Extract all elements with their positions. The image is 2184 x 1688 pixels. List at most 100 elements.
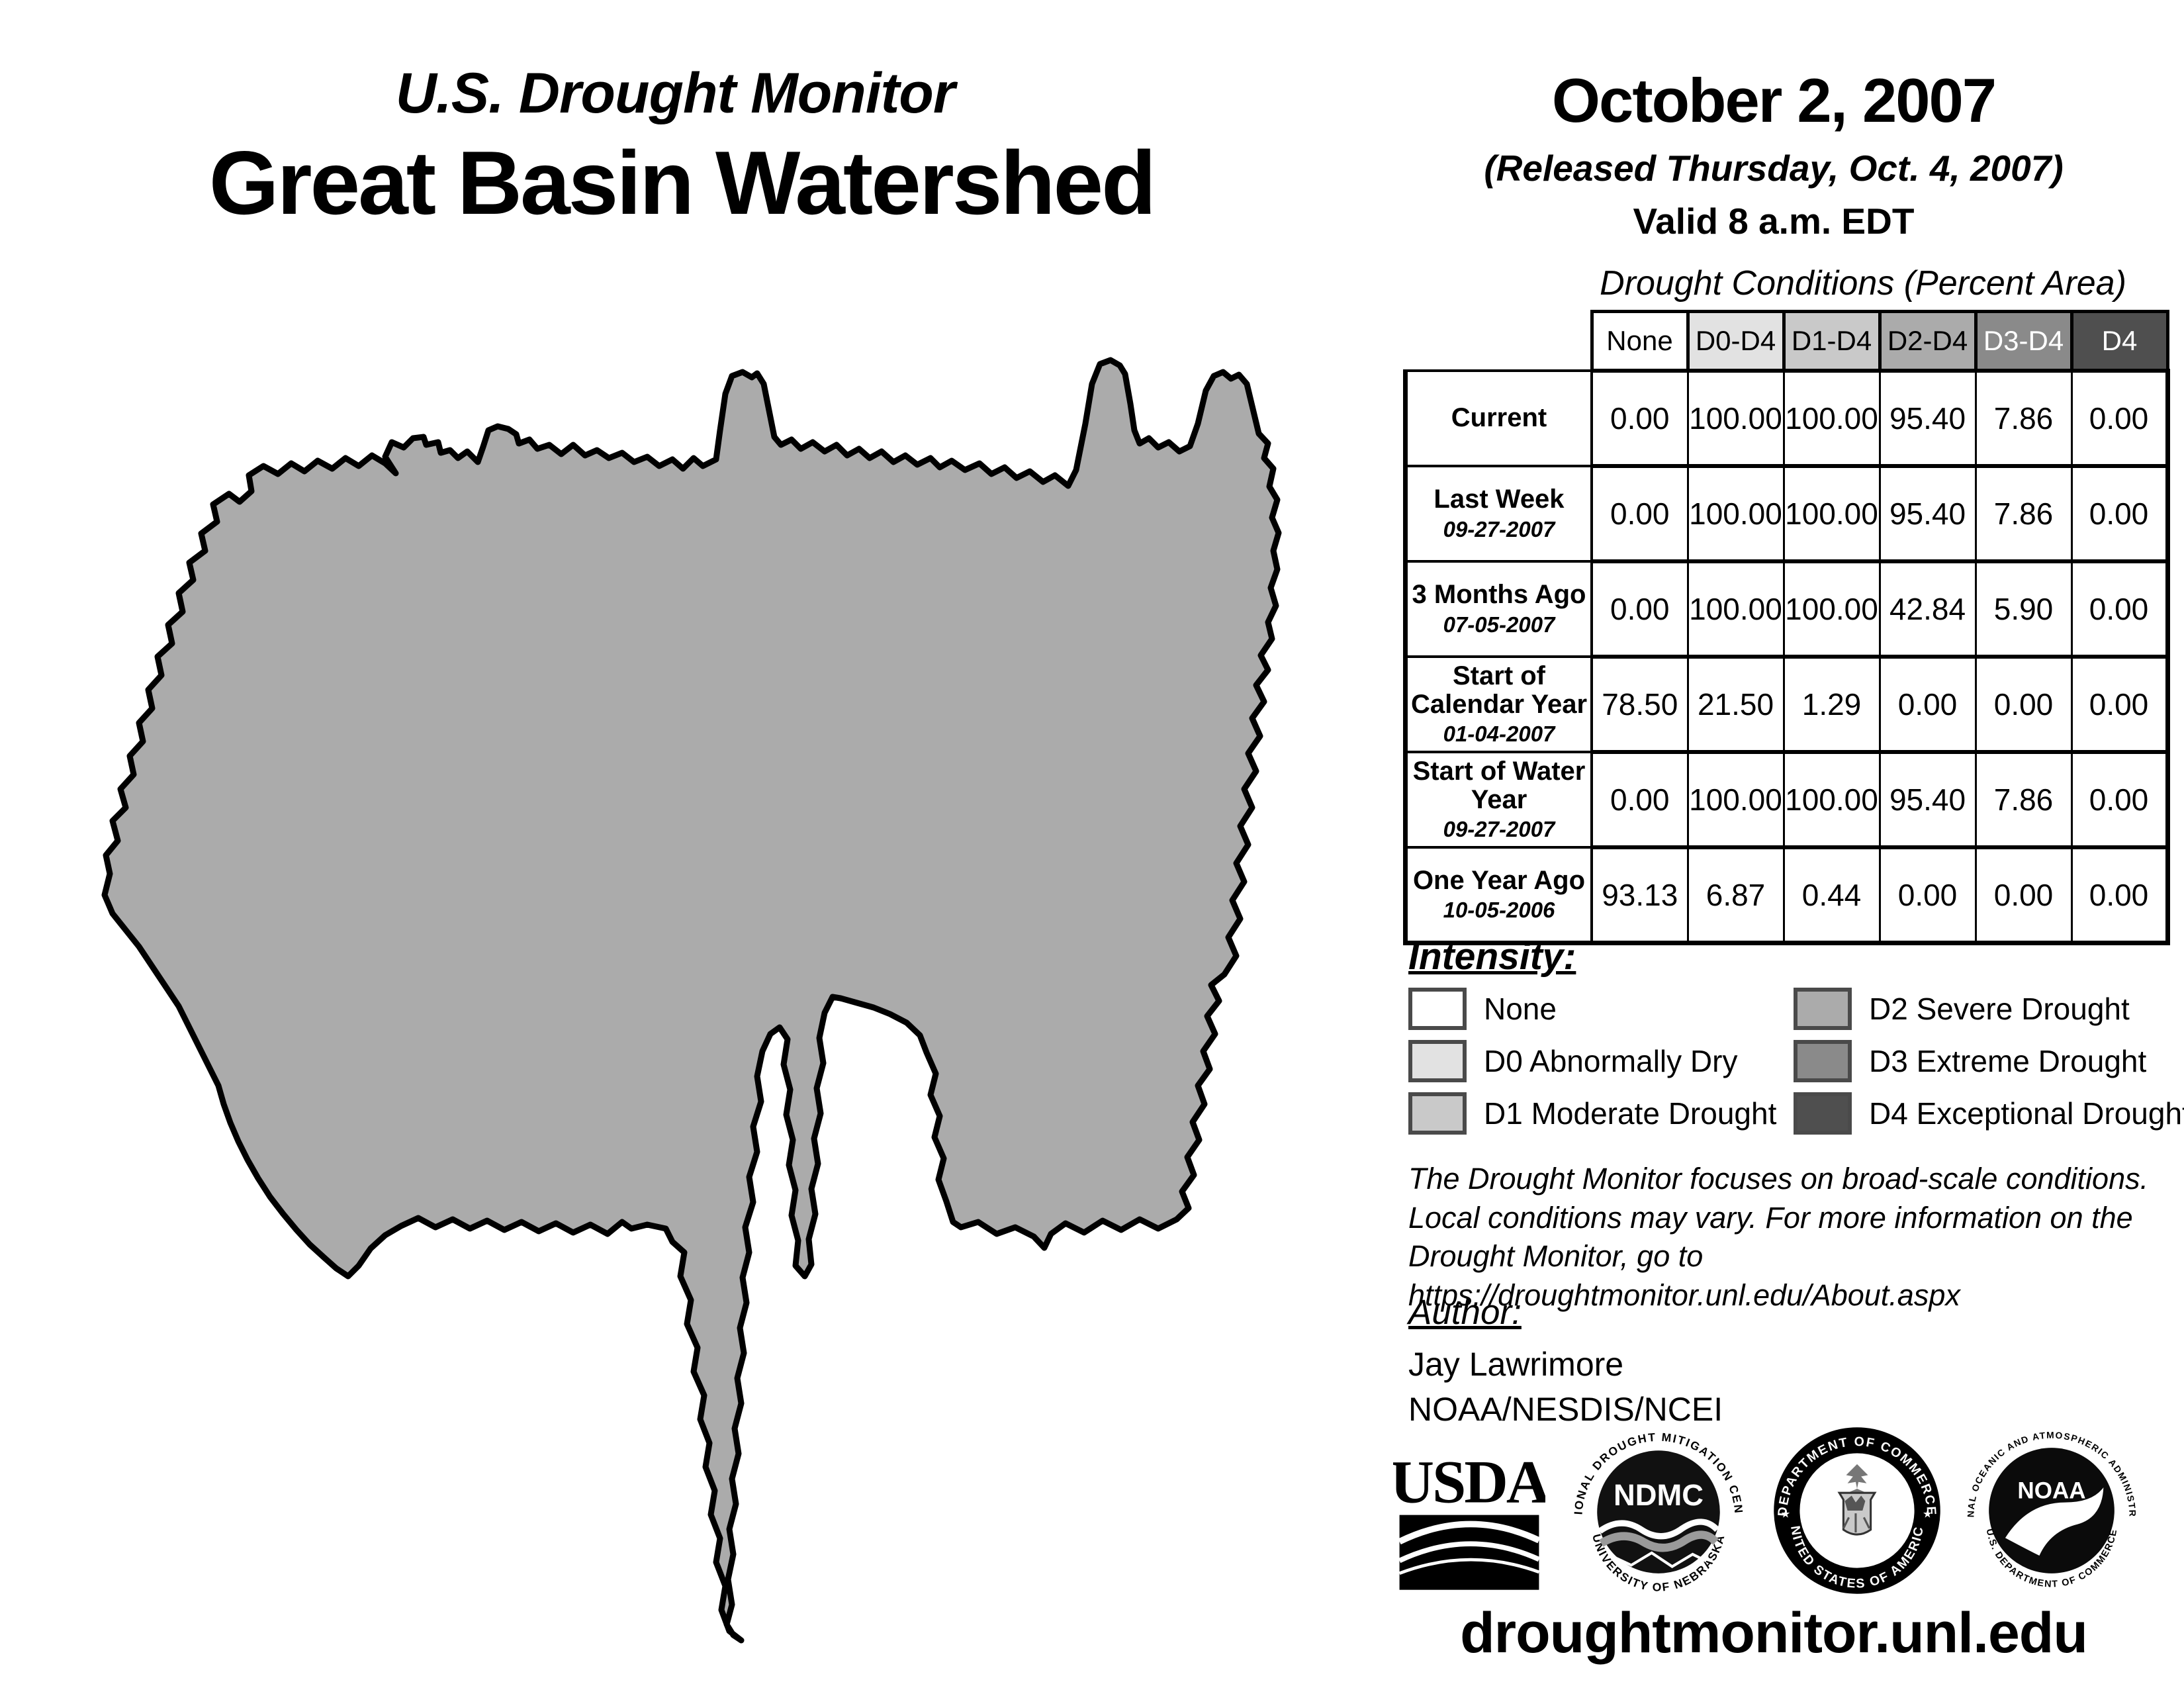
legend-item: D3 Extreme Drought	[1794, 1040, 2146, 1082]
drought-conditions-table: None D0-D4 D1-D4 D2-D4 D3-D4 D4 Current 0.00 10…	[1403, 310, 2170, 945]
row-label-text: One Year Ago	[1412, 865, 1586, 895]
row-label-text: Start of Water Year	[1412, 756, 1586, 814]
report-supertitle: U.S. Drought Monitor	[395, 62, 956, 125]
report-released: (Released Thursday, Oct. 4, 2007)	[1484, 148, 2064, 189]
row-label-text: 3 Months Ago	[1412, 580, 1586, 610]
ndmc-logo: NATIONAL DROUGHT MITIGATION CENTER UNIVE…	[1570, 1422, 1744, 1594]
table-cell: 7.86	[1974, 369, 2073, 468]
table-cell: 0.00	[1878, 655, 1977, 754]
noaa-logo-text: NOAA	[2017, 1477, 2085, 1503]
table-cell: 100.00	[1782, 369, 1881, 468]
row-label: Start of Water Year 09-27-2007	[1403, 751, 1593, 849]
ndmc-logo-text: NDMC	[1614, 1478, 1704, 1512]
legend-label: D2 Severe Drought	[1869, 992, 2130, 1026]
legend-label: D1 Moderate Drought	[1484, 1096, 1777, 1131]
drought-map	[86, 344, 1343, 1655]
table-cell: 93.13	[1590, 845, 1689, 945]
legend-label: D0 Abnormally Dry	[1484, 1044, 1738, 1078]
table-cell: 100.00	[1782, 464, 1881, 563]
commerce-eagle-shield	[1837, 1464, 1877, 1536]
table-cell: 95.40	[1878, 750, 1977, 849]
row-label: Current	[1403, 369, 1593, 467]
legend-swatch	[1408, 1040, 1467, 1082]
column-header: D1-D4	[1782, 310, 1882, 373]
table-cell: 95.40	[1878, 464, 1977, 563]
table-cell: 100.00	[1782, 750, 1881, 849]
row-label: One Year Ago 10-05-2006	[1403, 846, 1593, 945]
table-corner-cell	[1406, 312, 1592, 371]
table-cell: 0.00	[2070, 464, 2170, 563]
usda-logo-text: USDA	[1393, 1448, 1545, 1515]
table-cell: 5.90	[1974, 559, 2073, 659]
table-cell: 0.00	[2070, 845, 2170, 945]
column-header: D3-D4	[1974, 310, 2073, 373]
table-cell: 7.86	[1974, 464, 2073, 563]
intensity-legend-title: Intensity:	[1408, 935, 1576, 978]
site-url: droughtmonitor.unl.edu	[1460, 1601, 2088, 1665]
table-cell: 100.00	[1686, 750, 1785, 849]
report-date: October 2, 2007	[1551, 66, 1997, 135]
author-organization: NOAA/NESDIS/NCEI	[1408, 1391, 1723, 1428]
column-header: D4	[2070, 310, 2169, 373]
legend-item: None	[1408, 988, 1557, 1030]
legend-item: D2 Severe Drought	[1794, 988, 2130, 1030]
commerce-seal: DEPARTMENT OF COMMERCE UNITED STATES OF …	[1768, 1422, 1940, 1594]
table-cell: 21.50	[1686, 655, 1785, 754]
row-label-date: 01-04-2007	[1443, 722, 1555, 747]
watershed-outline	[105, 360, 1279, 1640]
table-cell: 0.00	[1590, 750, 1689, 849]
table-cell: 42.84	[1878, 559, 1977, 659]
disclaimer-line: Drought Monitor, go to https://droughtmo…	[1408, 1239, 1960, 1312]
table-cell: 0.00	[1974, 845, 2073, 945]
column-header: D0-D4	[1686, 310, 1786, 373]
column-header: D2-D4	[1878, 310, 1978, 373]
table-cell: 95.40	[1878, 369, 1977, 468]
author-name: Jay Lawrimore	[1408, 1346, 1624, 1383]
disclaimer-line: Local conditions may vary. For more info…	[1408, 1200, 2133, 1235]
table-cell: 0.00	[2070, 559, 2170, 659]
legend-label: D3 Extreme Drought	[1869, 1044, 2147, 1078]
row-label-text: Current	[1451, 403, 1547, 433]
legend-label: None	[1484, 992, 1557, 1026]
table-title: Drought Conditions (Percent Area)	[1600, 264, 2126, 303]
column-header: None	[1590, 310, 1690, 373]
row-label-text: Start of Calendar Year	[1410, 661, 1588, 719]
legend-item: D0 Abnormally Dry	[1408, 1040, 1737, 1082]
table-cell: 7.86	[1974, 750, 2073, 849]
legend-swatch	[1794, 988, 1852, 1030]
intensity-legend: None D0 Abnormally Dry D1 Moderate Drought…	[1408, 988, 2184, 1147]
table-cell: 0.00	[1974, 655, 2073, 754]
table-cell: 0.00	[2070, 369, 2170, 468]
legend-item: D4 Exceptional Drought	[1794, 1092, 2184, 1135]
row-label-date: 07-05-2007	[1443, 612, 1555, 637]
svg-text:★: ★	[1923, 1508, 1933, 1520]
row-label: 3 Months Ago 07-05-2007	[1403, 560, 1593, 658]
svg-text:★: ★	[1781, 1508, 1791, 1520]
table-cell: 100.00	[1686, 369, 1785, 468]
table-cell: 0.44	[1782, 845, 1881, 945]
table-cell: 0.00	[1590, 464, 1689, 563]
ndmc-logo-disc	[1597, 1450, 1720, 1573]
table-cell: 100.00	[1782, 559, 1881, 659]
legend-swatch	[1408, 1092, 1467, 1135]
noaa-bird-icon	[2005, 1487, 2104, 1556]
table-cell: 100.00	[1686, 559, 1785, 659]
row-label-date: 09-27-2007	[1443, 516, 1555, 541]
legend-swatch	[1794, 1092, 1852, 1135]
disclaimer-text: The Drought Monitor focuses on broad-sca…	[1408, 1160, 2176, 1315]
usda-logo: USDA	[1393, 1448, 1545, 1590]
legend-label: D4 Exceptional Drought	[1869, 1096, 2184, 1131]
table-cell: 78.50	[1590, 655, 1689, 754]
table-cell: 0.00	[2070, 750, 2170, 849]
row-label: Last Week 09-27-2007	[1403, 465, 1593, 563]
row-label-date: 10-05-2006	[1443, 898, 1555, 923]
legend-swatch	[1408, 988, 1467, 1030]
noaa-logo: NATIONAL OCEANIC AND ATMOSPHERIC ADMINIS…	[1963, 1422, 2137, 1590]
table-cell: 100.00	[1686, 464, 1785, 563]
row-label-text: Last Week	[1433, 485, 1565, 514]
row-label-date: 09-27-2007	[1443, 817, 1555, 842]
table-cell: 6.87	[1686, 845, 1785, 945]
row-label: Start of Calendar Year 01-04-2007	[1403, 655, 1593, 753]
table-cell: 0.00	[1590, 369, 1689, 468]
table-cell: 1.29	[1782, 655, 1881, 754]
